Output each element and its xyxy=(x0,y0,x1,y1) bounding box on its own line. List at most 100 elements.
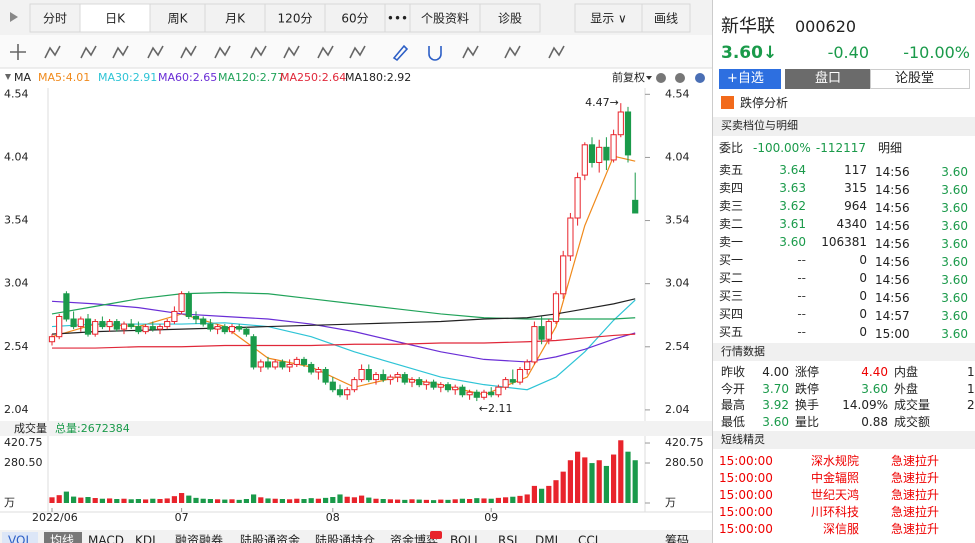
sprite-stock: 深信服 xyxy=(822,522,859,536)
volume-bar xyxy=(546,485,552,503)
book-price: -- xyxy=(797,325,806,339)
candle-body xyxy=(185,293,192,317)
candle-body xyxy=(279,361,286,368)
candle-body xyxy=(207,323,214,330)
tab-bg[interactable] xyxy=(44,532,82,543)
tab-bg[interactable] xyxy=(574,3,643,33)
tab[interactable]: 分时 xyxy=(43,12,67,26)
zoom-out[interactable] xyxy=(675,73,685,83)
indicator-tab[interactable]: 融资融券 xyxy=(175,533,223,543)
tab[interactable]: 画线 xyxy=(654,12,678,26)
candle-body xyxy=(156,326,164,330)
sprite-event: 急速拉升 xyxy=(891,471,940,485)
indicator-tab[interactable]: 陆股通持仓 xyxy=(315,533,375,543)
trade-price: 3.60 xyxy=(941,309,968,323)
indicator-tab[interactable]: KDJ xyxy=(135,534,156,543)
tab[interactable]: 120分 xyxy=(278,12,313,26)
indicator-tab[interactable]: 均线 xyxy=(50,534,74,543)
tab[interactable]: 周K xyxy=(168,12,189,26)
collapse-icon[interactable] xyxy=(5,74,11,80)
indicator-tab[interactable]: MACD xyxy=(88,534,124,543)
view-icon[interactable] xyxy=(10,12,18,22)
volume-bar xyxy=(488,498,494,503)
y-tick-label: 2.54 xyxy=(665,340,690,353)
book-volume: 964 xyxy=(844,199,867,213)
indicator-tab[interactable]: DMI xyxy=(535,534,558,543)
volume-bar xyxy=(431,500,437,503)
trade-time: 14:56 xyxy=(875,201,910,215)
volume-bar xyxy=(78,497,84,503)
volume-bar xyxy=(56,495,62,503)
candle-body xyxy=(466,391,473,396)
candle-body xyxy=(77,318,84,328)
trade-price: 3.60 xyxy=(941,255,968,269)
tab[interactable]: 个股资料 xyxy=(421,12,469,26)
tool-icon[interactable] xyxy=(283,45,300,59)
tool-icon[interactable] xyxy=(349,45,366,59)
button[interactable]: +自选 xyxy=(727,71,764,86)
volume-bar xyxy=(164,498,170,503)
tool-icon[interactable] xyxy=(10,44,26,60)
tab[interactable]: 日K xyxy=(105,12,126,26)
zoom-in[interactable] xyxy=(656,73,666,83)
tab[interactable]: 60分 xyxy=(341,12,368,26)
volume-bar xyxy=(416,499,422,503)
book-volume: 0 xyxy=(859,289,867,303)
tool-icon[interactable] xyxy=(147,45,164,59)
quote-label: 成交额 xyxy=(894,414,931,429)
indicator-tab[interactable]: VOL xyxy=(8,534,32,543)
tab-bg[interactable] xyxy=(409,3,481,33)
tool-icon[interactable] xyxy=(462,45,479,59)
adjust-label[interactable]: 前复权 xyxy=(612,70,645,84)
tool-icon[interactable] xyxy=(80,45,97,59)
indicator-tab[interactable]: RSI xyxy=(498,534,518,543)
tool-icon[interactable] xyxy=(250,45,267,59)
indicator-tab[interactable]: BOLL xyxy=(450,534,481,543)
tool-icon[interactable] xyxy=(504,45,521,59)
tool-icon[interactable] xyxy=(428,46,442,61)
link[interactable]: 跌停分析 xyxy=(740,96,789,110)
quote-panel: 新华联 000620 3.60 ↓ -0.40 -10.00% +自选 盘口 论股堂 跌停分析 买卖… xyxy=(712,0,975,543)
section-title: 买卖档位与明细 xyxy=(721,119,798,132)
settings[interactable] xyxy=(695,73,705,83)
tab-bg[interactable] xyxy=(204,3,266,33)
tab-bg[interactable] xyxy=(641,3,691,33)
tab[interactable]: 月K xyxy=(225,12,246,26)
candle-body xyxy=(120,323,128,330)
trade-price: 3.60 xyxy=(941,219,968,233)
indicator-tab[interactable]: 陆股通资金 xyxy=(240,533,300,543)
indicator-tab[interactable]: CCI xyxy=(578,534,598,543)
tool-icon[interactable] xyxy=(112,45,129,59)
button[interactable]: 论股堂 xyxy=(895,71,935,86)
button[interactable]: 盘口 xyxy=(815,71,842,86)
quote-value: 12 xyxy=(967,381,975,396)
volume-bar xyxy=(474,498,480,503)
tab-bg[interactable] xyxy=(264,3,326,33)
candle-body xyxy=(300,358,308,365)
tool-icon[interactable] xyxy=(317,45,334,59)
indicator-tab[interactable]: 资金博弈 xyxy=(390,533,438,543)
indicator-tab[interactable]: 筹码 xyxy=(665,534,689,543)
sprite-event: 急速拉升 xyxy=(891,454,940,468)
quote-value: 3.60 xyxy=(762,414,789,429)
tool-icon[interactable] xyxy=(392,44,409,62)
candle-body xyxy=(610,134,617,161)
book-price: -- xyxy=(797,307,806,321)
tab-bg[interactable] xyxy=(2,532,38,543)
tab-bg[interactable] xyxy=(479,3,541,33)
sprite-time: 15:00:00 xyxy=(719,454,773,468)
tab-bg[interactable] xyxy=(29,3,81,33)
tab-bg[interactable] xyxy=(149,3,206,33)
tool-icon[interactable] xyxy=(180,45,197,59)
tab[interactable]: 显示 ∨ xyxy=(590,12,627,26)
tab[interactable]: ••• xyxy=(387,12,408,26)
tool-icon[interactable] xyxy=(214,45,231,59)
volume-bar xyxy=(107,498,113,503)
tool-icon[interactable] xyxy=(44,45,61,59)
tab[interactable]: 诊股 xyxy=(498,12,522,26)
dropdown-icon[interactable] xyxy=(646,76,652,80)
tool-icon[interactable] xyxy=(548,45,565,59)
volume-bar xyxy=(611,454,617,503)
candle-body xyxy=(243,328,250,335)
tab-bg[interactable] xyxy=(79,3,151,33)
